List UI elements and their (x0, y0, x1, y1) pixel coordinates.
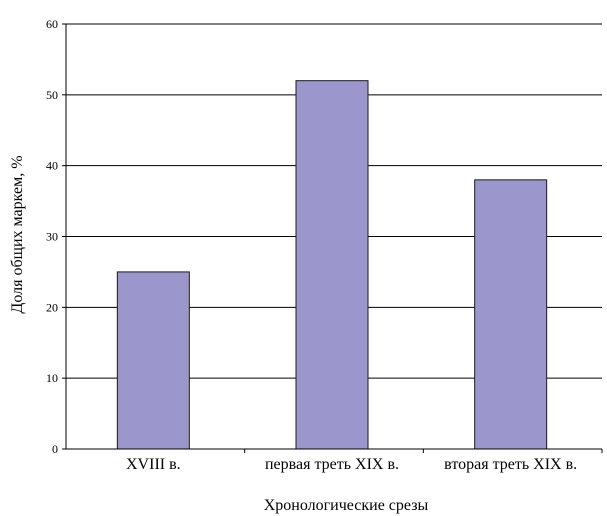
y-tick-labels: 0 10 20 30 40 50 60 (46, 17, 58, 456)
bar (474, 179, 548, 450)
y-tick-label: 20 (46, 300, 58, 314)
bar (116, 271, 190, 450)
y-axis-title: Доля общих маркем, % (9, 155, 26, 313)
y-tick-label: 50 (46, 88, 58, 102)
x-tick-label: XVIII в. (126, 456, 181, 473)
bars (116, 80, 548, 450)
x-tick-label: вторая треть XIX в. (444, 456, 577, 473)
y-tick-label: 60 (46, 17, 58, 31)
axes (62, 23, 603, 453)
y-tick-label: 0 (52, 442, 58, 456)
x-tick-label: первая треть XIX в. (265, 456, 399, 473)
x-axis-title: Хронологические срезы (264, 497, 429, 514)
y-tick-label: 30 (46, 230, 58, 244)
y-tick-label: 40 (46, 159, 58, 173)
bar (295, 80, 369, 450)
x-tick-labels: XVIII в. первая треть XIX в. вторая треть … (126, 456, 577, 473)
y-tick-label: 10 (46, 371, 58, 385)
